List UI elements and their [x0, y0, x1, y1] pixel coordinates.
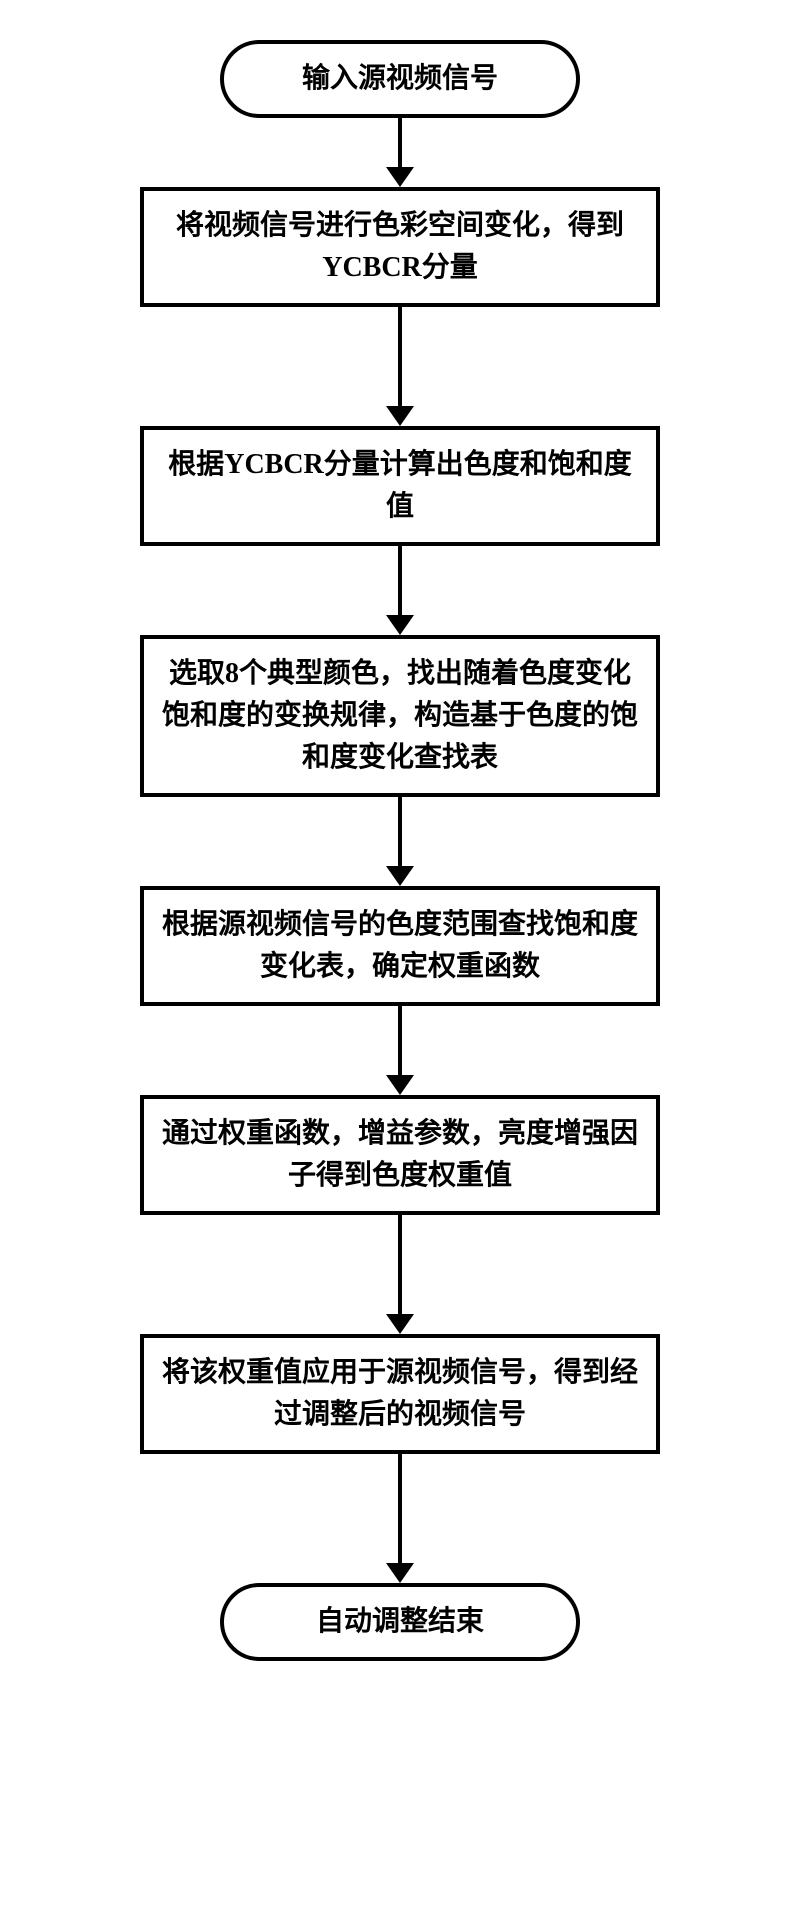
arrow-line: [398, 546, 402, 616]
terminator-end: 自动调整结束: [220, 1583, 580, 1661]
process-step-5: 通过权重函数，增益参数，亮度增强因子得到色度权重值: [140, 1095, 660, 1215]
arrow: [386, 1006, 414, 1095]
arrow: [386, 1215, 414, 1334]
process-step-2: 根据YCBCR分量计算出色度和饱和度值: [140, 426, 660, 546]
arrow-line: [398, 1454, 402, 1564]
arrow-head: [386, 1314, 414, 1334]
arrow-head: [386, 615, 414, 635]
flowchart-container: 输入源视频信号 将视频信号进行色彩空间变化，得到YCBCR分量 根据YCBCR分…: [125, 40, 675, 1661]
arrow-line: [398, 1215, 402, 1315]
arrow: [386, 546, 414, 635]
arrow-head: [386, 1075, 414, 1095]
arrow: [386, 797, 414, 886]
arrow-line: [398, 797, 402, 867]
arrow-head: [386, 167, 414, 187]
arrow-line: [398, 1006, 402, 1076]
arrow: [386, 1454, 414, 1583]
process-step-3: 选取8个典型颜色，找出随着色度变化饱和度的变换规律，构造基于色度的饱和度变化查找…: [140, 635, 660, 797]
process-step-6: 将该权重值应用于源视频信号，得到经过调整后的视频信号: [140, 1334, 660, 1454]
process-step-4: 根据源视频信号的色度范围查找饱和度变化表，确定权重函数: [140, 886, 660, 1006]
arrow: [386, 118, 414, 187]
arrow-head: [386, 866, 414, 886]
arrow: [386, 307, 414, 426]
arrow-line: [398, 118, 402, 168]
process-step-1: 将视频信号进行色彩空间变化，得到YCBCR分量: [140, 187, 660, 307]
arrow-head: [386, 406, 414, 426]
arrow-head: [386, 1563, 414, 1583]
terminator-start: 输入源视频信号: [220, 40, 580, 118]
arrow-line: [398, 307, 402, 407]
